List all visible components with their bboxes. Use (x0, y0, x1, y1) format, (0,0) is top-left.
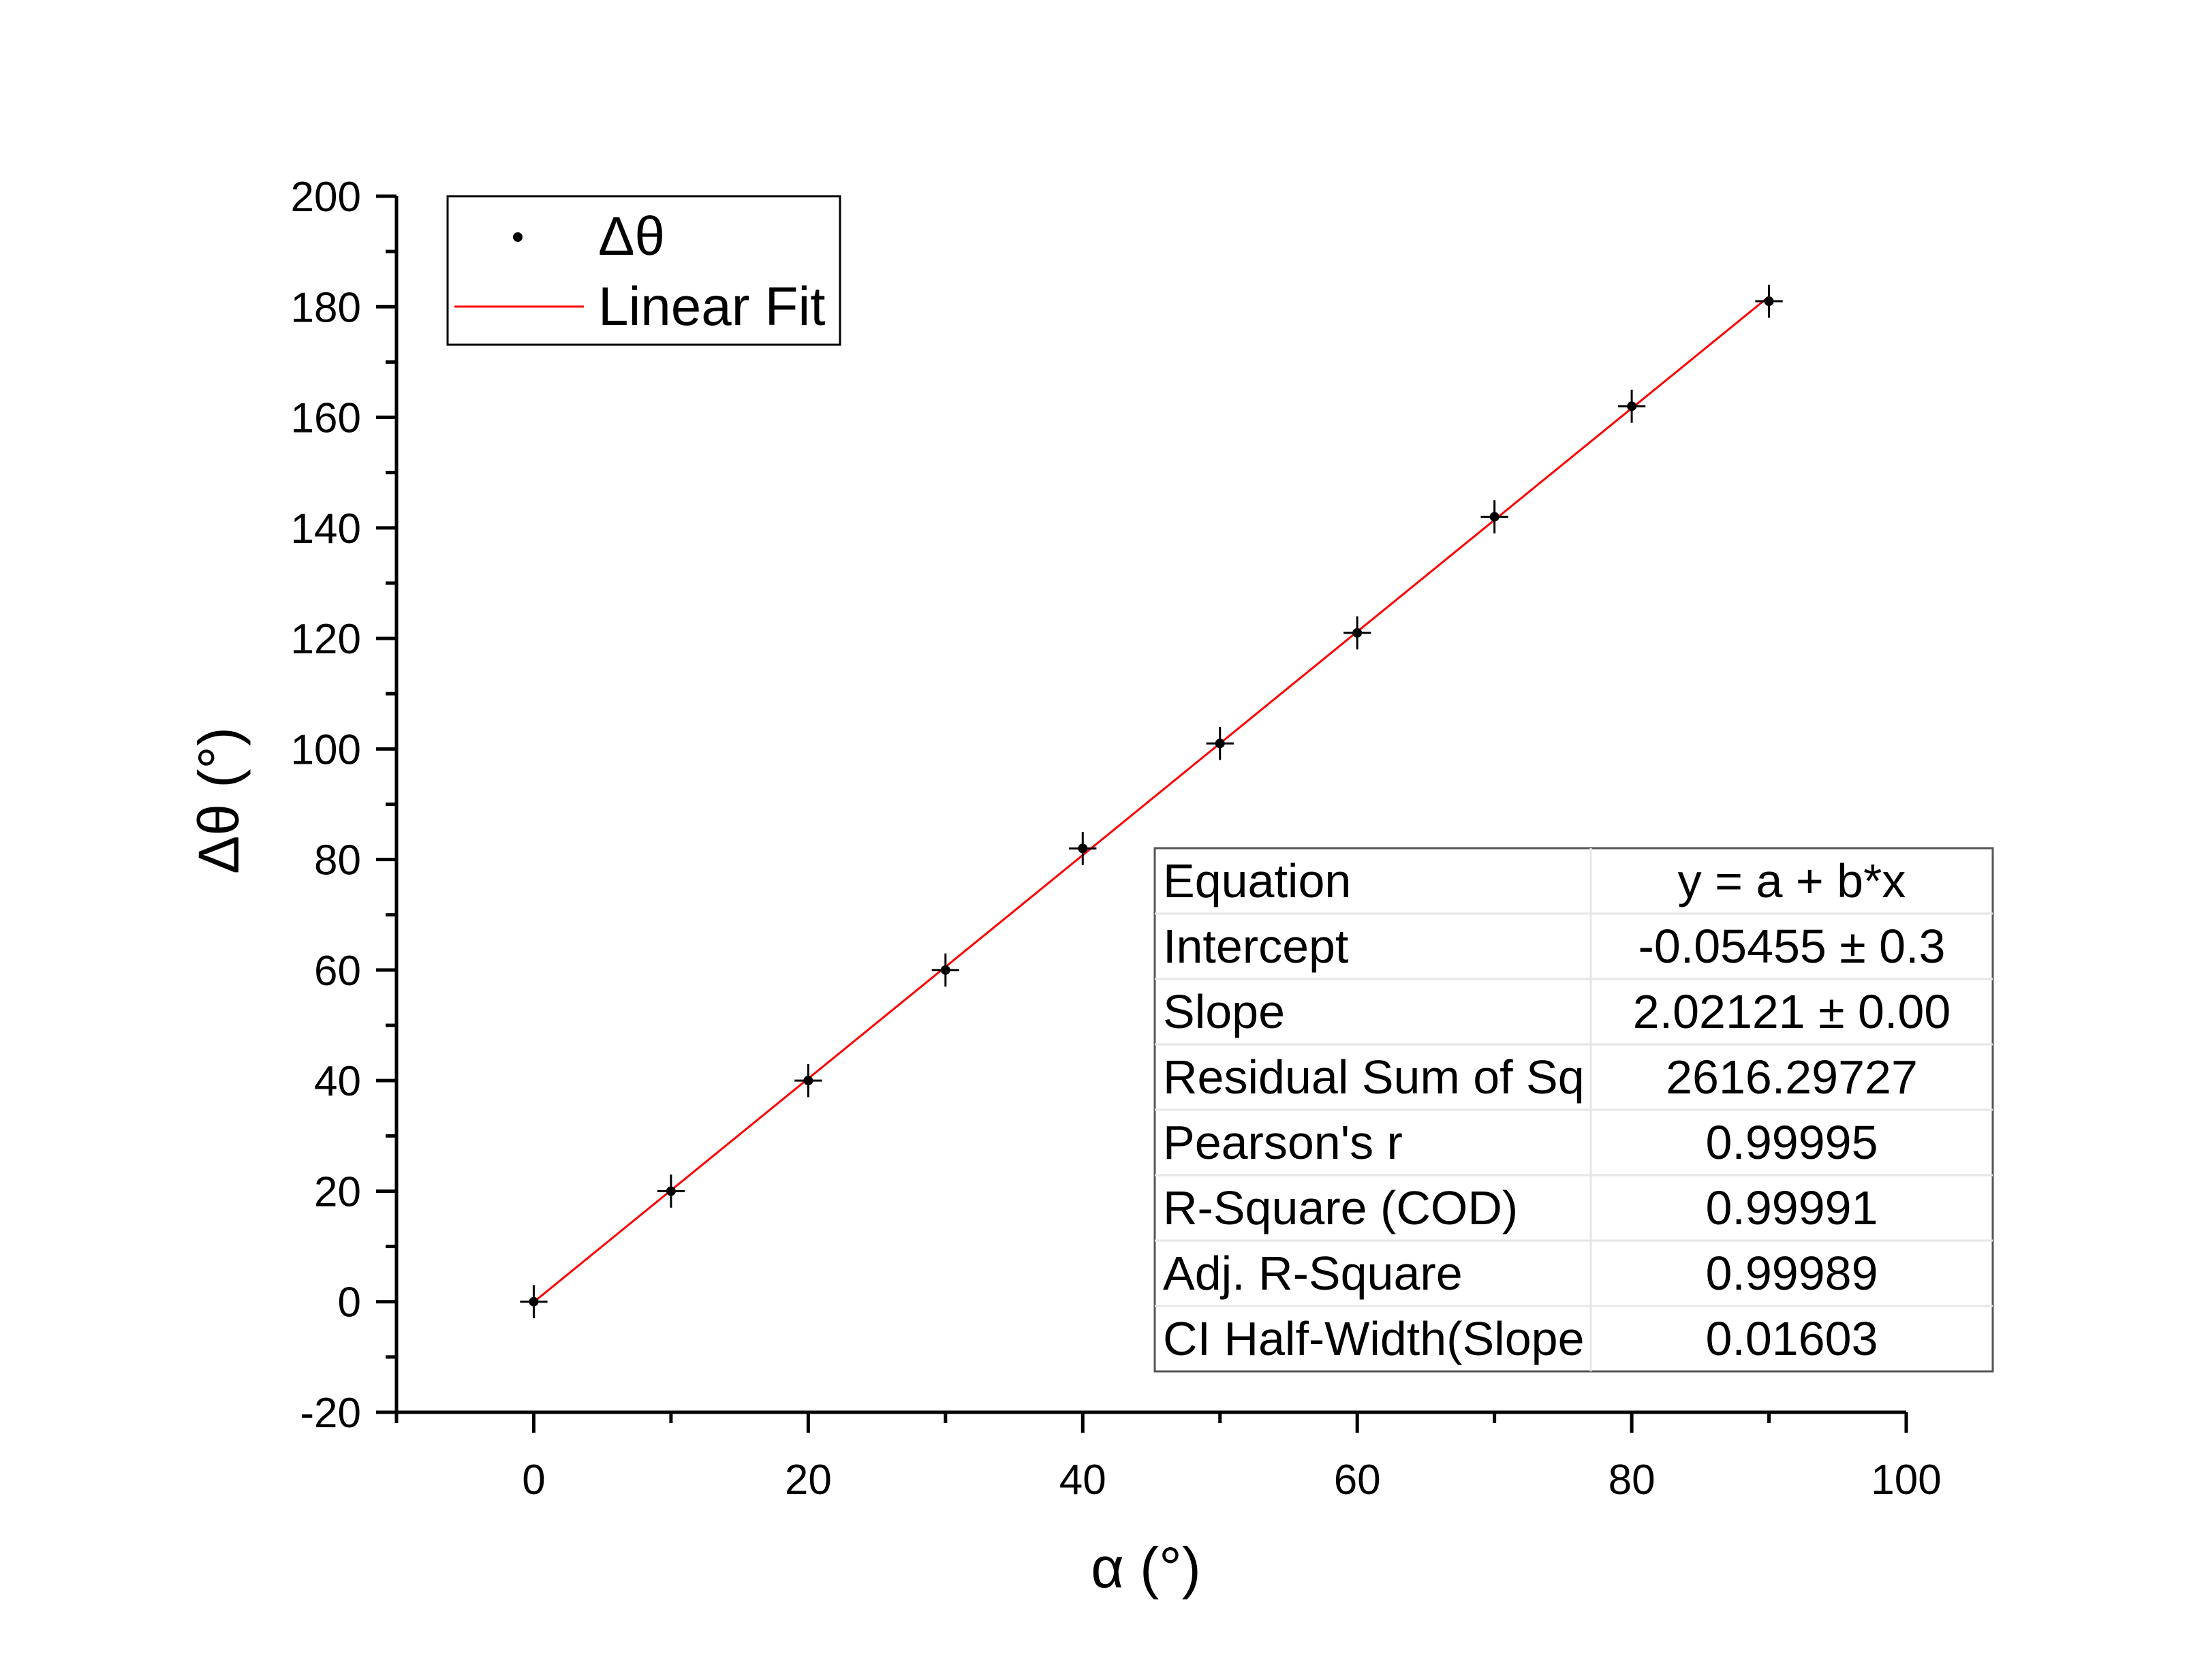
data-point (1069, 832, 1097, 865)
y-tick-label: 120 (291, 616, 361, 663)
table-row-label: Pearson's r (1163, 1116, 1403, 1169)
legend-label-data: Δθ (598, 206, 665, 266)
table-row-label: Equation (1163, 854, 1351, 907)
point-marker (666, 1186, 676, 1196)
x-tick-label: 100 (1871, 1457, 1941, 1504)
data-point (931, 953, 959, 987)
fit-line-layer (533, 296, 1770, 1303)
y-tick-label: 40 (314, 1058, 361, 1105)
y-tick-label: 20 (314, 1168, 361, 1215)
data-points-layer (520, 284, 1783, 1319)
table-row-label: Intercept (1163, 920, 1348, 973)
x-tick-label: 20 (785, 1457, 832, 1504)
table-row-label: Residual Sum of Sq (1163, 1051, 1585, 1104)
data-point (1206, 726, 1234, 760)
y-tick-label: 140 (291, 505, 361, 553)
x-tick-label: 40 (1059, 1457, 1106, 1504)
table-row-value: 0.01603 (1705, 1312, 1878, 1365)
point-marker (1352, 627, 1363, 638)
legend-label-fit: Linear Fit (598, 276, 825, 337)
table-row-value: 0.99989 (1705, 1247, 1878, 1300)
linear-fit-line (533, 296, 1770, 1303)
point-marker (1215, 738, 1225, 749)
x-axis-title: α (°) (1091, 1536, 1200, 1600)
legend-marker-data (513, 232, 523, 242)
x-tick-label: 80 (1609, 1457, 1656, 1504)
data-point (794, 1063, 822, 1098)
x-tick-label: 0 (522, 1457, 545, 1504)
y-tick-label: 0 (338, 1279, 361, 1326)
point-marker (1627, 401, 1637, 411)
table-row-value: y = a + b*x (1678, 854, 1906, 907)
data-point (657, 1175, 685, 1208)
point-marker (1489, 512, 1499, 522)
point-marker (803, 1076, 813, 1086)
x-tick-label: 60 (1334, 1457, 1381, 1504)
data-point (1343, 616, 1371, 650)
y-tick-label: 200 (291, 174, 361, 221)
y-tick-label: -20 (300, 1390, 361, 1437)
y-tick-label: 160 (291, 395, 361, 442)
legend: Δθ Linear Fit (446, 195, 841, 346)
table-row-value: -0.05455 ± 0.3 (1638, 920, 1946, 973)
y-axis-title: Δθ (°) (187, 727, 251, 874)
data-point (520, 1285, 548, 1319)
table-row-value: 0.99991 (1705, 1181, 1878, 1234)
y-tick-label: 100 (291, 726, 361, 773)
data-point (1617, 389, 1646, 423)
table-row-label: Adj. R-Square (1163, 1247, 1463, 1300)
y-tick-label: 80 (314, 837, 361, 884)
y-tick-label: 60 (314, 948, 361, 995)
table-row-value: 2.02121 ± 0.00 (1633, 985, 1951, 1038)
table-row-value: 0.99995 (1705, 1116, 1878, 1169)
point-marker (1078, 843, 1088, 854)
data-point (1480, 500, 1508, 533)
table-row-label: R-Square (COD) (1163, 1181, 1518, 1234)
legend-frame (446, 195, 841, 346)
table-row-label: Slope (1163, 985, 1285, 1038)
point-marker (940, 965, 950, 975)
table-row-value: 2616.29727 (1666, 1051, 1918, 1104)
point-marker (529, 1296, 539, 1307)
table-row-label: CI Half-Width(Slope (1163, 1312, 1585, 1365)
fit-results-table: Equation y = a + b*x Intercept -0.05455 ± 0… (1153, 847, 1994, 1373)
y-tick-label: 180 (291, 284, 361, 331)
data-point (1755, 284, 1783, 318)
point-marker (1764, 296, 1774, 307)
axes: -20 0 20 40 60 80 100 120 140 160 180 200 0 20 40 60 80 1… (291, 174, 1942, 1504)
